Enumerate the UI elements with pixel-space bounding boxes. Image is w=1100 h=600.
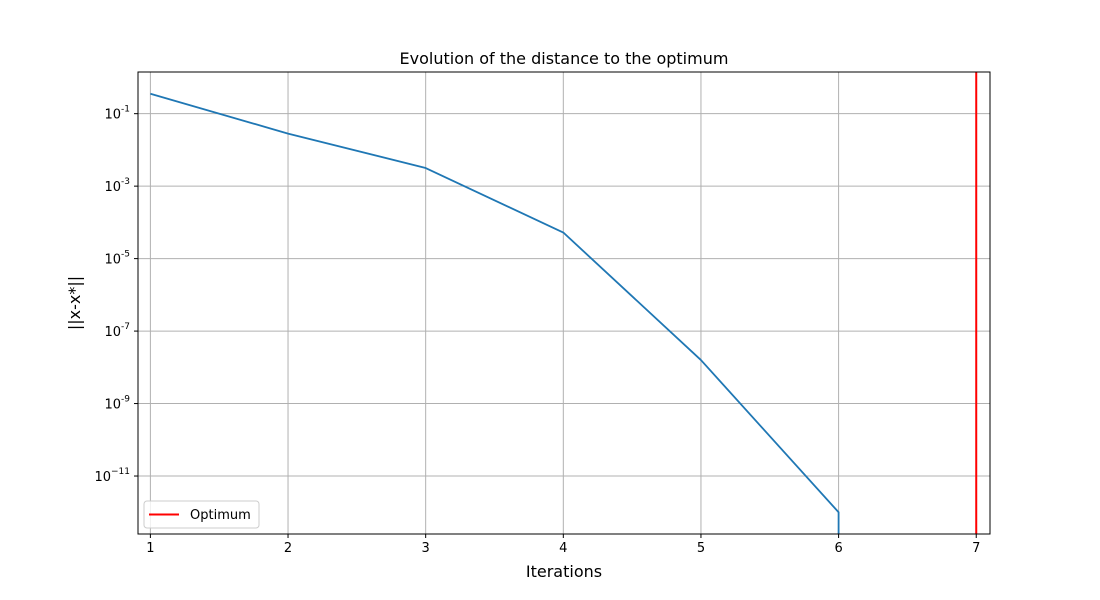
y-axis-ticks: 10-1 10-3 10-5 10-7 10-9 10−11 xyxy=(94,105,138,485)
series-line xyxy=(150,92,840,534)
x-tick-label: 1 xyxy=(146,541,154,556)
y-axis-label: ||x-x*|| xyxy=(65,276,84,330)
y-tick-label: 10-7 xyxy=(104,322,130,340)
x-axis-ticks: 1 2 3 4 5 6 7 xyxy=(146,534,980,556)
x-tick-label: 2 xyxy=(284,541,292,556)
x-tick-label: 7 xyxy=(972,541,980,556)
y-tick-label: 10−11 xyxy=(94,467,130,485)
plot-frame xyxy=(137,71,991,535)
legend-label-optimum: Optimum xyxy=(190,508,251,523)
legend: Optimum xyxy=(143,500,260,529)
y-tick-label: 10-3 xyxy=(104,177,130,195)
x-axis-label: Iterations xyxy=(526,562,602,581)
y-tick-label: 10-5 xyxy=(104,250,130,268)
legend-box xyxy=(143,500,260,529)
x-tick-label: 5 xyxy=(697,541,705,556)
series-layer xyxy=(150,72,978,534)
x-tick-label: 6 xyxy=(834,541,842,556)
y-tick-label: 10-9 xyxy=(104,395,130,413)
chart-title: Evolution of the distance to the optimum xyxy=(400,49,729,68)
x-tick-label: 3 xyxy=(422,541,430,556)
x-tick-label: 4 xyxy=(559,541,567,556)
y-tick-label: 10-1 xyxy=(104,105,130,123)
grid-lines xyxy=(138,72,990,534)
